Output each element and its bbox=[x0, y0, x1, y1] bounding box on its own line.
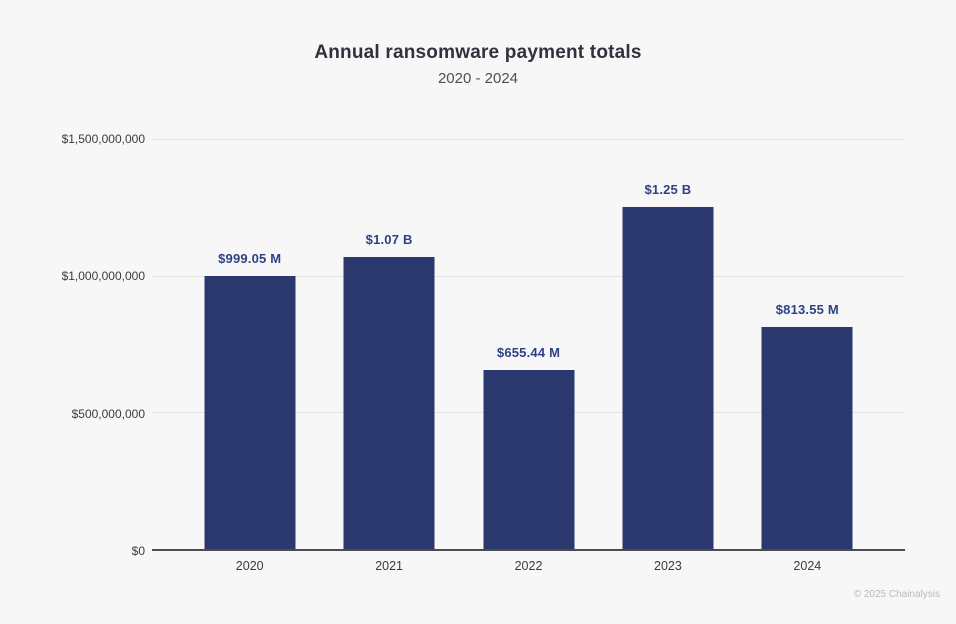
bars-row: $999.05 M $1.07 B $655.44 M $1.25 B $813.55 … bbox=[152, 139, 905, 549]
bar-slot: $1.07 B bbox=[319, 139, 458, 549]
bar-slot: $999.05 M bbox=[180, 139, 319, 549]
bar-2020 bbox=[204, 275, 296, 549]
copyright-note: © 2025 Chainalysis bbox=[853, 589, 940, 600]
bar-2023 bbox=[622, 207, 714, 549]
bar-2021 bbox=[343, 256, 435, 549]
chart-title: Annual ransomware payment totals bbox=[314, 42, 642, 63]
bar-value-label: $1.07 B bbox=[365, 231, 413, 247]
bar-2022 bbox=[483, 369, 575, 549]
y-tick-label: $500,000,000 bbox=[71, 406, 145, 421]
x-tick-label: 2023 bbox=[654, 559, 682, 573]
y-tick-label: $0 bbox=[131, 544, 145, 558]
x-tick-label: 2021 bbox=[375, 559, 404, 573]
bar-value-label: $1.25 B bbox=[644, 182, 692, 198]
y-tick-label: $1,000,000,000 bbox=[61, 269, 145, 284]
bar-slot: $813.55 M bbox=[738, 139, 877, 549]
x-tick-label: 2020 bbox=[235, 559, 264, 573]
gridline bbox=[152, 275, 905, 277]
gridline bbox=[152, 139, 905, 140]
plot-area: $999.05 M $1.07 B $655.44 M $1.25 B $813.55 … bbox=[152, 139, 905, 551]
y-tick-label: $1,500,000,000 bbox=[61, 132, 145, 146]
x-tick-label: 2024 bbox=[793, 559, 822, 573]
x-axis: 2020 2021 2022 2023 2024 bbox=[152, 559, 905, 579]
bar-value-label: $813.55 M bbox=[775, 301, 839, 317]
chart-subtitle: 2020 - 2024 bbox=[437, 70, 519, 87]
x-tick-label: 2022 bbox=[514, 559, 543, 573]
bar-value-label: $999.05 M bbox=[218, 250, 282, 266]
bar-slot: $1.25 B bbox=[598, 139, 737, 549]
y-axis: $0 $500,000,000 $1,000,000,000 $1,500,000,0… bbox=[0, 132, 145, 558]
bar-slot: $655.44 M bbox=[459, 139, 598, 549]
bar-2024 bbox=[761, 326, 853, 549]
bar-value-label: $655.44 M bbox=[496, 344, 561, 360]
